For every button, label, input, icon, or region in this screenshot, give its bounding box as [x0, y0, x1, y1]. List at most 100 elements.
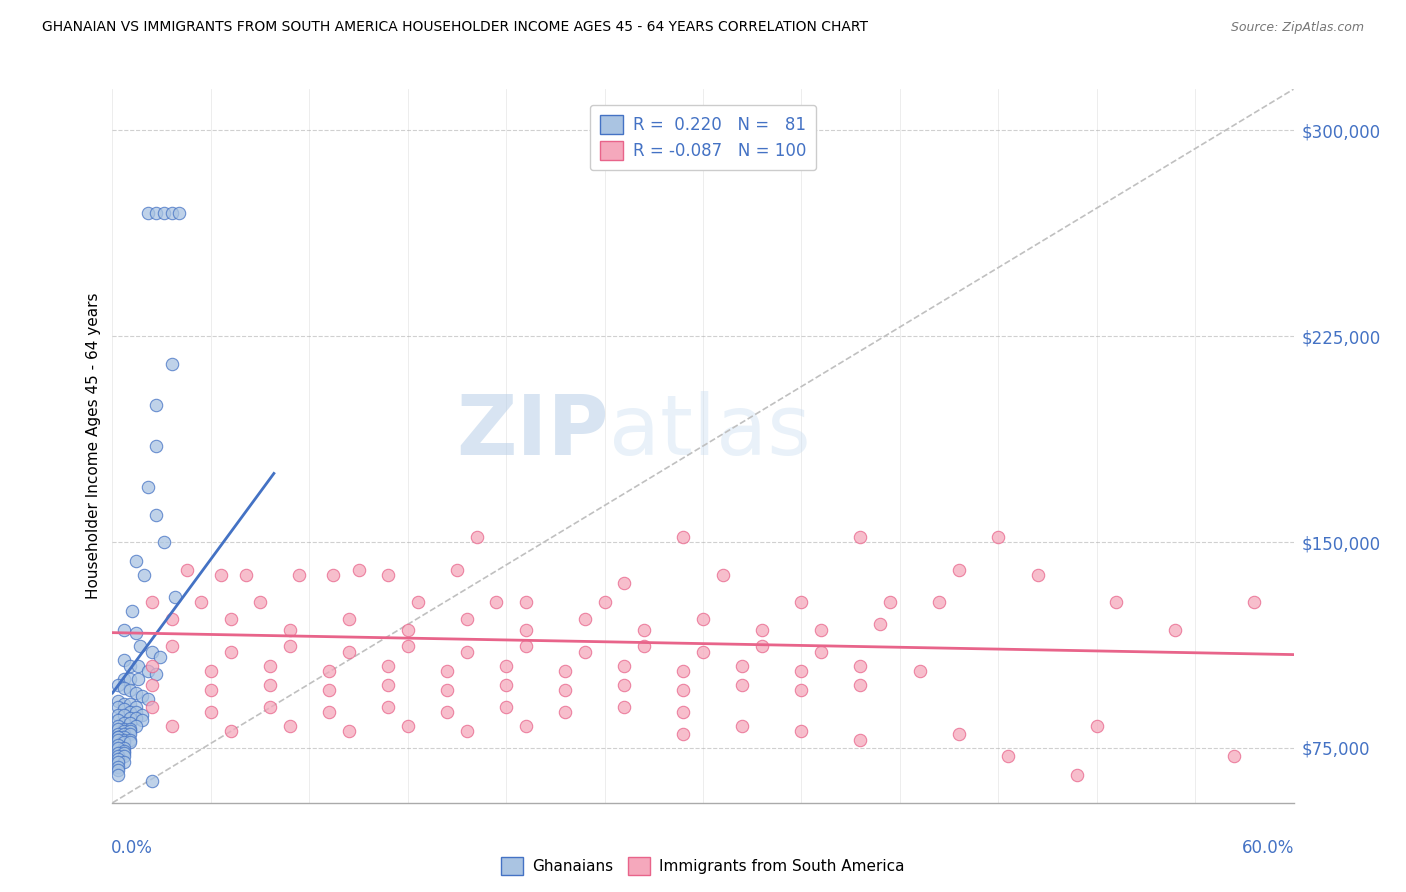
Point — [446, 562, 468, 576]
Point — [112, 673, 135, 687]
Point — [692, 645, 714, 659]
Point — [136, 664, 159, 678]
Point — [107, 727, 129, 741]
Point — [672, 727, 695, 741]
Point — [406, 595, 429, 609]
Point — [869, 617, 891, 632]
Point — [751, 623, 773, 637]
Point — [318, 664, 340, 678]
Point — [120, 735, 142, 749]
Point — [112, 740, 135, 755]
Point — [259, 678, 281, 692]
Point — [259, 658, 281, 673]
Point — [149, 650, 172, 665]
Point — [136, 205, 159, 219]
Point — [160, 640, 183, 654]
Point — [136, 691, 159, 706]
Point — [107, 760, 129, 774]
Point — [176, 562, 198, 576]
Text: Source: ZipAtlas.com: Source: ZipAtlas.com — [1230, 21, 1364, 34]
Point — [120, 683, 142, 698]
Point — [107, 708, 129, 723]
Point — [337, 724, 360, 739]
Point — [574, 645, 596, 659]
Point — [125, 711, 148, 725]
Point — [278, 623, 301, 637]
Point — [160, 719, 183, 733]
Point — [120, 722, 142, 736]
Point — [200, 683, 222, 698]
Point — [731, 658, 754, 673]
Point — [131, 708, 153, 723]
Point — [107, 722, 129, 736]
Point — [692, 612, 714, 626]
Point — [112, 735, 135, 749]
Point — [107, 752, 129, 766]
Point — [235, 568, 257, 582]
Point — [377, 568, 399, 582]
Point — [672, 705, 695, 719]
Point — [948, 727, 970, 741]
Point — [278, 640, 301, 654]
Point — [633, 623, 655, 637]
Point — [436, 683, 458, 698]
Point — [377, 678, 399, 692]
Point — [593, 595, 616, 609]
Point — [790, 683, 813, 698]
Point — [337, 612, 360, 626]
Point — [1223, 749, 1246, 764]
Point — [107, 768, 129, 782]
Point — [948, 562, 970, 576]
Point — [613, 678, 636, 692]
Point — [125, 554, 148, 568]
Point — [120, 697, 142, 711]
Point — [495, 678, 517, 692]
Point — [125, 625, 148, 640]
Point — [107, 699, 129, 714]
Point — [377, 699, 399, 714]
Point — [112, 755, 135, 769]
Point — [849, 678, 872, 692]
Point — [613, 699, 636, 714]
Point — [120, 716, 142, 731]
Point — [574, 612, 596, 626]
Point — [1066, 768, 1088, 782]
Point — [112, 722, 135, 736]
Point — [127, 658, 149, 673]
Point — [112, 716, 135, 731]
Text: atlas: atlas — [609, 392, 810, 472]
Point — [849, 530, 872, 544]
Point — [1026, 568, 1049, 582]
Point — [790, 595, 813, 609]
Point — [672, 530, 695, 544]
Point — [132, 568, 155, 582]
Point — [145, 666, 167, 681]
Point — [249, 595, 271, 609]
Point — [849, 732, 872, 747]
Point — [711, 568, 734, 582]
Point — [152, 535, 174, 549]
Point — [997, 749, 1019, 764]
Point — [107, 755, 129, 769]
Point — [120, 732, 142, 747]
Point — [120, 724, 142, 739]
Point — [112, 653, 135, 667]
Point — [288, 568, 311, 582]
Point — [751, 640, 773, 654]
Point — [112, 730, 135, 744]
Point — [318, 705, 340, 719]
Point — [107, 747, 129, 761]
Point — [200, 664, 222, 678]
Point — [485, 595, 508, 609]
Point — [879, 595, 901, 609]
Point — [112, 702, 135, 716]
Point — [465, 530, 488, 544]
Point — [160, 357, 183, 371]
Point — [160, 612, 183, 626]
Text: ZIP: ZIP — [456, 392, 609, 472]
Point — [112, 749, 135, 764]
Point — [259, 699, 281, 714]
Point — [107, 678, 129, 692]
Point — [396, 719, 419, 733]
Point — [112, 727, 135, 741]
